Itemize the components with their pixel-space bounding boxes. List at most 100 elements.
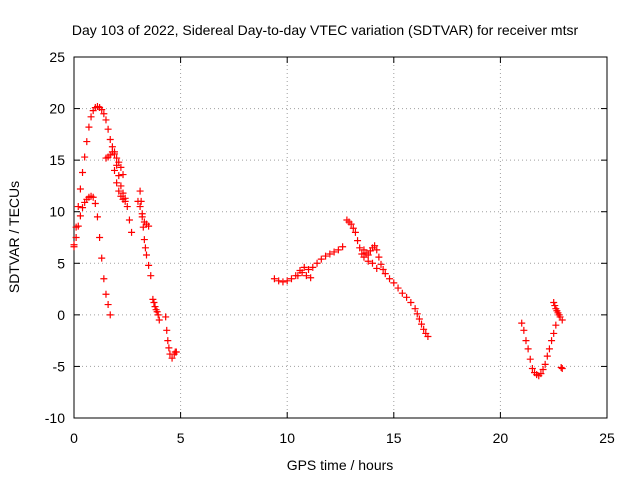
- data-point: [373, 246, 381, 254]
- data-point: [153, 308, 161, 316]
- chart-title: Day 103 of 2022, Sidereal Day-to-day VTE…: [72, 22, 579, 38]
- data-point: [113, 179, 121, 187]
- data-point: [141, 244, 149, 252]
- y-tick-label: 10: [49, 204, 65, 220]
- data-point: [371, 242, 379, 250]
- series-arc-7: [270, 216, 359, 286]
- data-point: [70, 243, 78, 251]
- data-point: [163, 326, 171, 334]
- data-point: [552, 321, 560, 329]
- data-point: [520, 326, 528, 334]
- data-point: [154, 311, 162, 319]
- series-arc-10: [550, 298, 566, 324]
- data-point: [518, 319, 526, 327]
- data-point: [283, 277, 291, 285]
- data-point: [334, 246, 342, 254]
- data-point: [330, 248, 338, 256]
- data-point: [117, 163, 125, 171]
- data-point: [339, 243, 347, 251]
- data-point: [93, 213, 101, 221]
- y-tick-label: 15: [49, 152, 65, 168]
- data-point: [111, 166, 119, 174]
- data-point: [545, 345, 553, 353]
- data-point: [113, 154, 121, 162]
- data-point: [168, 354, 176, 362]
- data-point: [551, 302, 559, 310]
- data-point: [165, 344, 173, 352]
- data-point: [550, 329, 558, 337]
- x-axis-label: GPS time / hours: [287, 457, 394, 473]
- grid-lines: [74, 57, 607, 418]
- data-point: [375, 253, 383, 261]
- data-point: [307, 274, 315, 282]
- data-point: [98, 106, 106, 114]
- y-tick-label: 5: [57, 255, 65, 271]
- data-point: [364, 257, 372, 265]
- x-tick-label: 10: [279, 430, 295, 446]
- data-point: [403, 293, 411, 301]
- data-point: [550, 298, 558, 306]
- data-point: [172, 348, 180, 356]
- data-point: [418, 320, 426, 328]
- data-point: [270, 275, 278, 283]
- data-point: [98, 254, 106, 262]
- data-point: [364, 251, 372, 259]
- data-point: [138, 213, 146, 221]
- data-point: [87, 113, 95, 121]
- series-arc-6b: [168, 348, 180, 362]
- data-point: [145, 261, 153, 269]
- data-point: [96, 234, 104, 241]
- data-point: [140, 236, 148, 244]
- x-tick-label: 5: [177, 430, 185, 446]
- data-point: [349, 224, 357, 232]
- data-point: [548, 337, 556, 345]
- data-point: [83, 138, 91, 146]
- data-point: [125, 216, 133, 224]
- data-point: [149, 295, 157, 303]
- data-point: [398, 289, 406, 297]
- data-point: [522, 337, 530, 345]
- y-tick-label: -10: [45, 410, 65, 426]
- data-point: [104, 125, 112, 133]
- data-point: [164, 337, 172, 345]
- data-point: [377, 260, 385, 268]
- data-point: [351, 228, 359, 236]
- data-point: [309, 263, 317, 271]
- data-point: [117, 182, 125, 190]
- data-point: [115, 172, 123, 180]
- data-point: [415, 315, 423, 323]
- data-point: [347, 220, 355, 228]
- y-axis-label: SDTVAR / TECUs: [6, 181, 22, 293]
- data-point: [102, 116, 110, 124]
- data-point: [424, 333, 432, 341]
- data-point: [121, 197, 129, 205]
- series-arc-1-peak: [70, 103, 127, 249]
- y-tick-label: -5: [53, 358, 66, 374]
- data-point: [76, 212, 84, 220]
- data-point: [528, 364, 536, 372]
- series-arc-7b: [294, 269, 315, 282]
- series-arc-4b: [134, 197, 153, 230]
- x-tick-label: 0: [70, 430, 78, 446]
- x-tick-label: 20: [493, 430, 509, 446]
- data-point: [155, 316, 163, 324]
- data-point: [79, 204, 87, 212]
- data-point: [373, 264, 381, 272]
- data-point: [136, 187, 144, 195]
- data-point: [305, 265, 313, 273]
- data-point: [279, 278, 287, 286]
- data-point: [302, 272, 310, 280]
- data-point: [275, 277, 283, 285]
- data-point: [81, 153, 89, 161]
- plot-frame: [73, 56, 608, 419]
- data-point: [326, 250, 334, 258]
- data-point: [115, 187, 123, 195]
- data-point: [524, 345, 532, 353]
- data-point: [151, 303, 159, 311]
- data-point: [162, 313, 170, 321]
- data-point: [407, 298, 415, 306]
- x-tick-label: 15: [386, 430, 402, 446]
- y-tick-label: 25: [49, 49, 65, 65]
- data-point: [89, 193, 97, 201]
